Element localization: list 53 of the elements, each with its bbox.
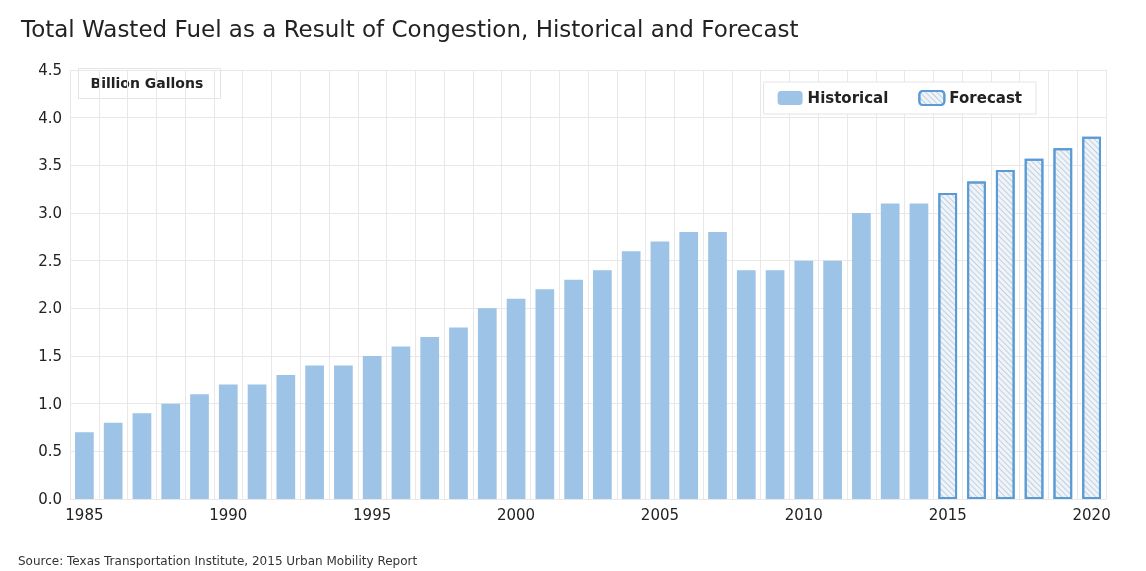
bar bbox=[794, 260, 814, 499]
y-tick-label: 3.5 bbox=[38, 156, 62, 175]
y-tick-label: 1.5 bbox=[38, 347, 62, 365]
bar bbox=[391, 346, 411, 499]
y-tick-label: 1.0 bbox=[38, 394, 62, 413]
bar bbox=[362, 356, 382, 499]
bar bbox=[334, 365, 353, 499]
legend-label: Forecast bbox=[949, 89, 1023, 107]
y-axis-title: Billion Gallons bbox=[90, 74, 204, 91]
x-tick-label: 2010 bbox=[784, 505, 823, 524]
y-tick-label: 0.0 bbox=[38, 490, 62, 508]
bar bbox=[736, 270, 756, 499]
bar bbox=[852, 213, 871, 499]
bar bbox=[305, 365, 324, 499]
x-tick-label: 2020 bbox=[1072, 505, 1111, 524]
bar bbox=[909, 203, 929, 499]
bar bbox=[650, 241, 670, 499]
bar bbox=[218, 384, 238, 499]
bar bbox=[708, 232, 727, 499]
x-tick-label: 2015 bbox=[928, 505, 967, 524]
y-tick-label: 4.5 bbox=[38, 61, 62, 79]
bar bbox=[535, 289, 555, 499]
x-tick-label: 1990 bbox=[209, 505, 248, 524]
bar bbox=[621, 251, 641, 499]
bar bbox=[564, 279, 583, 499]
bar bbox=[276, 375, 296, 499]
bar bbox=[679, 232, 699, 499]
y-tick-label: 2.0 bbox=[38, 299, 62, 318]
source-note: Source: Texas Transportation Institute, 2015 Urban Mobility Report bbox=[18, 554, 418, 568]
bar bbox=[449, 327, 468, 499]
bar bbox=[161, 403, 181, 499]
bar bbox=[477, 308, 497, 499]
bar bbox=[880, 203, 900, 499]
bar bbox=[247, 384, 267, 499]
bar bbox=[593, 270, 612, 499]
bar bbox=[823, 260, 842, 499]
chart-title: Total Wasted Fuel as a Result of Congestion, Historical and Forecast bbox=[20, 15, 799, 42]
bar bbox=[75, 432, 94, 499]
bar bbox=[506, 298, 526, 499]
bar bbox=[190, 394, 209, 499]
x-tick-label: 1985 bbox=[65, 505, 104, 524]
bar bbox=[132, 413, 152, 499]
bar bbox=[420, 336, 440, 499]
y-tick-label: 0.5 bbox=[38, 442, 62, 461]
x-tick-label: 2005 bbox=[640, 505, 680, 524]
y-tick-label: 2.5 bbox=[38, 251, 62, 270]
y-tick-label: 3.0 bbox=[38, 204, 62, 222]
bar bbox=[103, 422, 123, 499]
bar bbox=[765, 270, 785, 499]
legend-label: Historical bbox=[807, 89, 889, 107]
y-tick-label: 4.0 bbox=[38, 108, 62, 127]
x-tick-label: 2000 bbox=[496, 505, 536, 524]
x-tick-label: 1995 bbox=[353, 505, 392, 524]
